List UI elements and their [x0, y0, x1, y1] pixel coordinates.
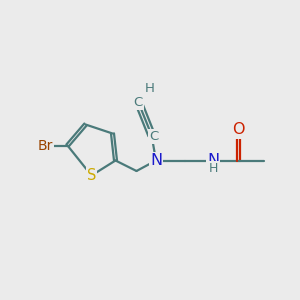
- Text: N: N: [150, 153, 162, 168]
- Text: O: O: [232, 122, 245, 137]
- Text: H: H: [145, 82, 155, 95]
- Text: Br: Br: [38, 139, 53, 152]
- Text: H: H: [208, 162, 218, 175]
- Text: C: C: [149, 130, 158, 143]
- Text: C: C: [134, 95, 142, 109]
- Text: S: S: [87, 168, 96, 183]
- Text: N: N: [207, 153, 219, 168]
